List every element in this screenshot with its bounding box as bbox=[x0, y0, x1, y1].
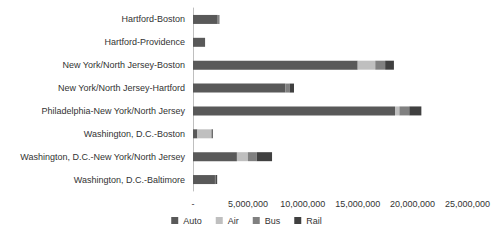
svg-text:25,000,000: 25,000,000 bbox=[445, 199, 490, 209]
svg-text:10,000,000: 10,000,000 bbox=[280, 199, 325, 209]
svg-text:Philadelphia-New York/North Je: Philadelphia-New York/North Jersey bbox=[41, 106, 185, 116]
svg-text:Hartford-Providence: Hartford-Providence bbox=[104, 37, 185, 47]
svg-text:Washington, D.C.-Boston: Washington, D.C.-Boston bbox=[84, 129, 185, 139]
svg-text:Rail: Rail bbox=[306, 216, 322, 226]
svg-text:15,000,000: 15,000,000 bbox=[335, 199, 380, 209]
svg-text:20,000,000: 20,000,000 bbox=[390, 199, 435, 209]
svg-text:New York/North Jersey-Hartford: New York/North Jersey-Hartford bbox=[58, 83, 185, 93]
svg-text:New York/North Jersey-Boston: New York/North Jersey-Boston bbox=[62, 60, 185, 70]
svg-text:Auto: Auto bbox=[183, 216, 202, 226]
svg-text:5,000,000: 5,000,000 bbox=[228, 199, 268, 209]
svg-text:-: - bbox=[192, 199, 195, 209]
svg-text:Hartford-Boston: Hartford-Boston bbox=[121, 14, 185, 24]
svg-text:Washington, D.C.-Baltimore: Washington, D.C.-Baltimore bbox=[74, 175, 185, 185]
svg-text:Washington, D.C.-New York/Nort: Washington, D.C.-New York/North Jersey bbox=[20, 152, 185, 162]
svg-text:Air: Air bbox=[228, 216, 239, 226]
svg-text:Bus: Bus bbox=[265, 216, 281, 226]
